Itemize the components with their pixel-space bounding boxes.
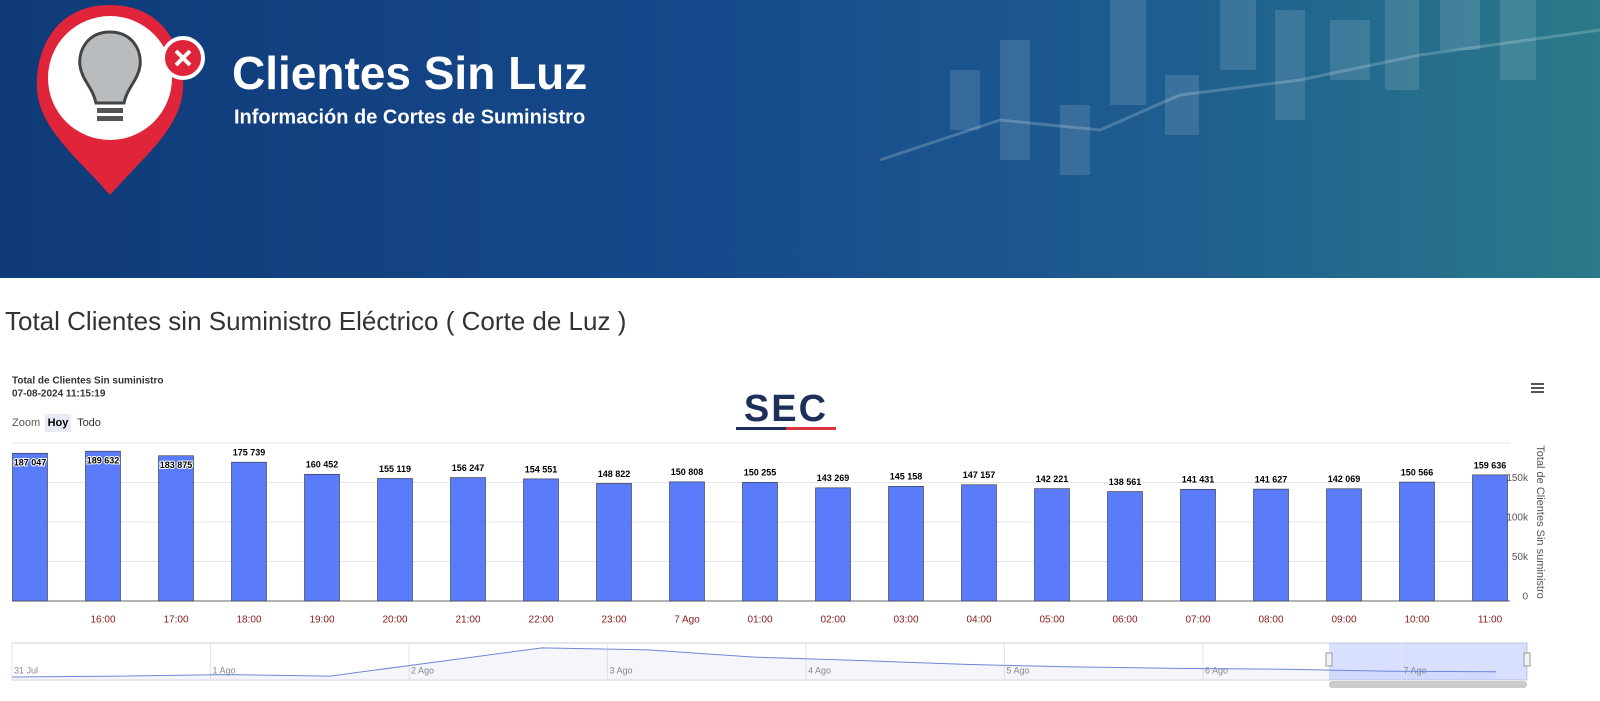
x-tick-label: 22:00	[528, 615, 553, 626]
navigator-label: 4 Ago	[808, 665, 831, 675]
navigator-handle[interactable]	[1523, 652, 1531, 667]
x-tick-label: 02:00	[820, 615, 845, 626]
x-tick-label: 03:00	[893, 615, 918, 626]
x-tick-label: 23:00	[601, 615, 626, 626]
zoom-label: Zoom	[12, 417, 40, 429]
x-tick-label: 07:00	[1185, 615, 1210, 626]
bar	[304, 473, 340, 602]
logo: SEC	[744, 388, 828, 430]
site-subtitle: Información de Cortes de Suministro	[234, 106, 585, 128]
bars	[12, 450, 1508, 602]
y-axis-title: Total de Clientes Sin suministro	[1534, 445, 1546, 598]
zoom-button-bg[interactable]	[45, 414, 71, 432]
value-label: 138 561	[1109, 477, 1142, 487]
bar	[669, 481, 705, 602]
bar	[450, 477, 486, 602]
bar	[158, 455, 194, 602]
value-label: 187 047	[14, 458, 47, 468]
navigator-label: 5 Ago	[1007, 665, 1030, 675]
zoom-button[interactable]: Hoy	[48, 417, 70, 429]
bar	[1399, 481, 1435, 602]
bar	[961, 484, 997, 602]
navigator-label: 2 Ago	[411, 665, 434, 675]
value-label: 143 269	[817, 473, 850, 483]
banner: Clientes Sin Luz Información de Cortes d…	[0, 0, 1600, 278]
banner-art: Clientes Sin Luz Información de Cortes d…	[36, 0, 1600, 195]
chart-subtitle: 07-08-2024 11:15:19	[12, 389, 106, 400]
x-tick-label: 18:00	[236, 615, 261, 626]
navigator-label: 3 Ago	[610, 665, 633, 675]
x-tick-label: 7 Ago	[674, 615, 700, 626]
value-label: 159 636	[1474, 460, 1507, 470]
site-title: Clientes Sin Luz	[232, 47, 587, 99]
value-label: 145 158	[890, 472, 923, 482]
x-tick-label: 20:00	[382, 615, 407, 626]
value-label: 142 221	[1036, 474, 1069, 484]
x-tick-label: 04:00	[966, 615, 991, 626]
value-label: 183 875	[160, 460, 193, 470]
value-label: 150 566	[1401, 467, 1434, 477]
x-tick-label: 08:00	[1258, 615, 1283, 626]
x-tick-label: 21:00	[455, 615, 480, 626]
value-label: 160 452	[306, 460, 339, 470]
navigator[interactable]	[11, 642, 1528, 681]
zoom-button[interactable]: Todo	[77, 417, 101, 429]
bar	[231, 461, 267, 602]
bar	[523, 478, 559, 602]
y-tick-label: 0	[1522, 592, 1528, 603]
chart-title: Total de Clientes Sin suministro	[12, 376, 164, 387]
value-label: 155 119	[379, 464, 411, 474]
value-label: 175 739	[233, 448, 266, 458]
bar	[1107, 491, 1143, 602]
x-tick-label: 05:00	[1039, 615, 1064, 626]
x-tick-label: 17:00	[163, 615, 188, 626]
navigator-handle[interactable]	[1325, 652, 1333, 667]
scrollbar[interactable]	[1329, 681, 1527, 688]
menu-button[interactable]	[1531, 383, 1544, 393]
bar	[596, 483, 632, 602]
x-tick-label: 09:00	[1331, 615, 1356, 626]
x-tick-label: 01:00	[747, 615, 772, 626]
bar	[1472, 474, 1508, 602]
y-tick-label: 150k	[1506, 473, 1529, 484]
navigator-label: 1 Ago	[213, 665, 236, 675]
bar	[742, 481, 778, 602]
bar	[1253, 488, 1289, 602]
value-label: 147 157	[963, 470, 996, 480]
bar	[1034, 488, 1070, 602]
navigator-area	[12, 647, 1496, 679]
value-label: 189 632	[87, 456, 120, 466]
y-tick-label: 100k	[1506, 513, 1529, 524]
navigator-line	[11, 647, 1497, 678]
value-label: 141 431	[1182, 475, 1215, 485]
bar	[1326, 488, 1362, 602]
value-label: 142 069	[1328, 474, 1361, 484]
x-tick-label: 16:00	[90, 615, 115, 626]
value-label: 154 551	[525, 464, 558, 474]
x-tick-label: 10:00	[1404, 615, 1429, 626]
x-tick-label: 06:00	[1112, 615, 1137, 626]
value-label: 150 255	[744, 468, 777, 478]
navigator-label: 7 Ago	[1404, 665, 1427, 675]
page-title: Total Clientes sin Suministro Eléctrico …	[5, 306, 627, 336]
bar	[12, 452, 48, 602]
value-label: 150 808	[671, 467, 704, 477]
bar	[815, 487, 851, 602]
bar	[1180, 488, 1216, 602]
value-label: 156 247	[452, 463, 485, 473]
navigator-selection[interactable]	[1329, 643, 1527, 680]
bar	[377, 478, 413, 602]
bar	[85, 450, 121, 602]
navigator-label: 6 Ago	[1205, 665, 1228, 675]
value-label: 148 822	[598, 469, 631, 479]
bar	[888, 486, 924, 602]
x-tick-label: 19:00	[309, 615, 334, 626]
decoration	[950, 0, 1536, 175]
y-tick-label: 50k	[1512, 552, 1529, 563]
x-tick-label: 11:00	[1478, 615, 1503, 626]
chart: Total de Clientes Sin suministro 07-08-2…	[11, 376, 1546, 688]
navigator-label: 31 Jul	[14, 665, 38, 675]
value-label: 141 627	[1255, 474, 1288, 484]
